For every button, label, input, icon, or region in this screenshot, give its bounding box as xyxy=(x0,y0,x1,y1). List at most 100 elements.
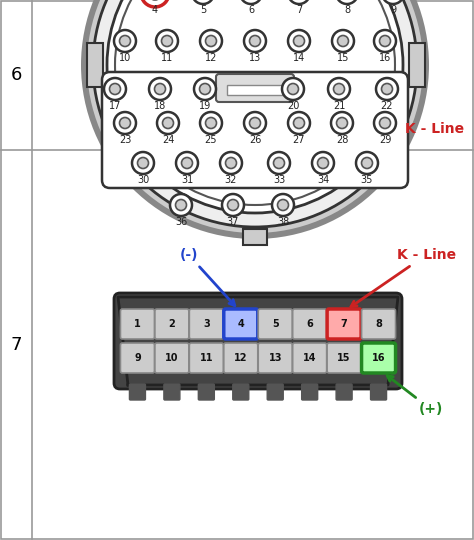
Circle shape xyxy=(268,152,290,174)
Circle shape xyxy=(382,84,392,94)
Circle shape xyxy=(244,30,266,52)
Circle shape xyxy=(337,118,347,129)
FancyBboxPatch shape xyxy=(198,384,214,400)
Polygon shape xyxy=(118,297,398,385)
Text: K - Line: K - Line xyxy=(0,539,1,540)
Text: 6: 6 xyxy=(306,319,313,329)
FancyBboxPatch shape xyxy=(267,384,283,400)
FancyBboxPatch shape xyxy=(164,384,180,400)
Circle shape xyxy=(206,36,217,46)
Text: 13: 13 xyxy=(268,353,282,363)
Text: (+): (+) xyxy=(387,376,443,416)
Text: 2: 2 xyxy=(169,319,175,329)
FancyBboxPatch shape xyxy=(362,343,396,373)
Bar xyxy=(227,85,283,95)
Text: 21: 21 xyxy=(333,101,345,111)
Circle shape xyxy=(119,36,130,46)
Circle shape xyxy=(114,112,136,134)
Circle shape xyxy=(328,78,350,100)
Text: 22: 22 xyxy=(381,101,393,111)
Text: 11: 11 xyxy=(200,353,213,363)
Circle shape xyxy=(114,30,136,52)
FancyBboxPatch shape xyxy=(258,343,292,373)
Text: 9: 9 xyxy=(134,353,141,363)
Circle shape xyxy=(293,36,304,46)
Circle shape xyxy=(149,78,171,100)
Text: 24: 24 xyxy=(162,135,174,145)
Circle shape xyxy=(336,0,358,4)
Circle shape xyxy=(81,0,429,239)
Circle shape xyxy=(249,118,261,129)
Text: (-): (-) xyxy=(0,539,1,540)
Text: 7: 7 xyxy=(341,319,347,329)
FancyBboxPatch shape xyxy=(362,309,396,339)
Circle shape xyxy=(119,118,130,129)
Circle shape xyxy=(318,158,328,168)
Circle shape xyxy=(157,112,179,134)
Text: 12: 12 xyxy=(205,53,217,63)
Text: 34: 34 xyxy=(317,175,329,185)
Circle shape xyxy=(380,36,391,46)
Circle shape xyxy=(277,199,289,211)
Text: 8: 8 xyxy=(375,319,382,329)
Circle shape xyxy=(206,118,217,129)
Circle shape xyxy=(273,158,284,168)
Text: 19: 19 xyxy=(199,101,211,111)
Circle shape xyxy=(162,36,173,46)
Bar xyxy=(87,43,103,87)
Text: 20: 20 xyxy=(287,101,299,111)
Text: 28: 28 xyxy=(336,135,348,145)
Circle shape xyxy=(141,0,169,7)
Circle shape xyxy=(175,199,186,211)
Circle shape xyxy=(182,158,192,168)
Text: 5: 5 xyxy=(272,319,279,329)
Text: 15: 15 xyxy=(337,353,351,363)
Circle shape xyxy=(107,0,403,213)
Text: 36: 36 xyxy=(175,217,187,227)
Circle shape xyxy=(156,30,178,52)
Circle shape xyxy=(200,84,210,94)
FancyBboxPatch shape xyxy=(216,74,294,102)
Circle shape xyxy=(226,158,237,168)
Circle shape xyxy=(293,118,304,129)
Text: 18: 18 xyxy=(154,101,166,111)
Text: 6: 6 xyxy=(10,66,22,84)
Bar xyxy=(243,229,267,245)
Text: 16: 16 xyxy=(379,53,391,63)
Text: 3: 3 xyxy=(203,319,210,329)
FancyBboxPatch shape xyxy=(102,72,408,188)
Circle shape xyxy=(104,78,126,100)
Text: 5: 5 xyxy=(200,5,206,15)
FancyBboxPatch shape xyxy=(327,343,361,373)
Text: 32: 32 xyxy=(225,175,237,185)
Text: 11: 11 xyxy=(161,53,173,63)
Text: (+): (+) xyxy=(0,539,1,540)
Circle shape xyxy=(132,152,154,174)
Text: 8: 8 xyxy=(344,5,350,15)
Text: 37: 37 xyxy=(227,217,239,227)
FancyBboxPatch shape xyxy=(258,309,292,339)
Circle shape xyxy=(200,112,222,134)
Text: 4: 4 xyxy=(237,319,244,329)
Text: 17: 17 xyxy=(109,101,121,111)
FancyBboxPatch shape xyxy=(189,343,223,373)
Circle shape xyxy=(288,112,310,134)
Circle shape xyxy=(137,158,148,168)
FancyBboxPatch shape xyxy=(371,384,387,400)
Circle shape xyxy=(337,36,348,46)
Circle shape xyxy=(244,112,266,134)
Text: 27: 27 xyxy=(293,135,305,145)
Text: 6: 6 xyxy=(248,5,254,15)
FancyBboxPatch shape xyxy=(336,384,352,400)
Text: 15: 15 xyxy=(337,53,349,63)
FancyBboxPatch shape xyxy=(327,309,361,339)
Circle shape xyxy=(312,152,334,174)
Text: 14: 14 xyxy=(303,353,317,363)
Text: 1: 1 xyxy=(134,319,141,329)
Circle shape xyxy=(380,118,391,129)
Text: 23: 23 xyxy=(119,135,131,145)
Circle shape xyxy=(192,0,214,4)
Text: 31: 31 xyxy=(181,175,193,185)
Text: 10: 10 xyxy=(119,53,131,63)
Text: 30: 30 xyxy=(137,175,149,185)
